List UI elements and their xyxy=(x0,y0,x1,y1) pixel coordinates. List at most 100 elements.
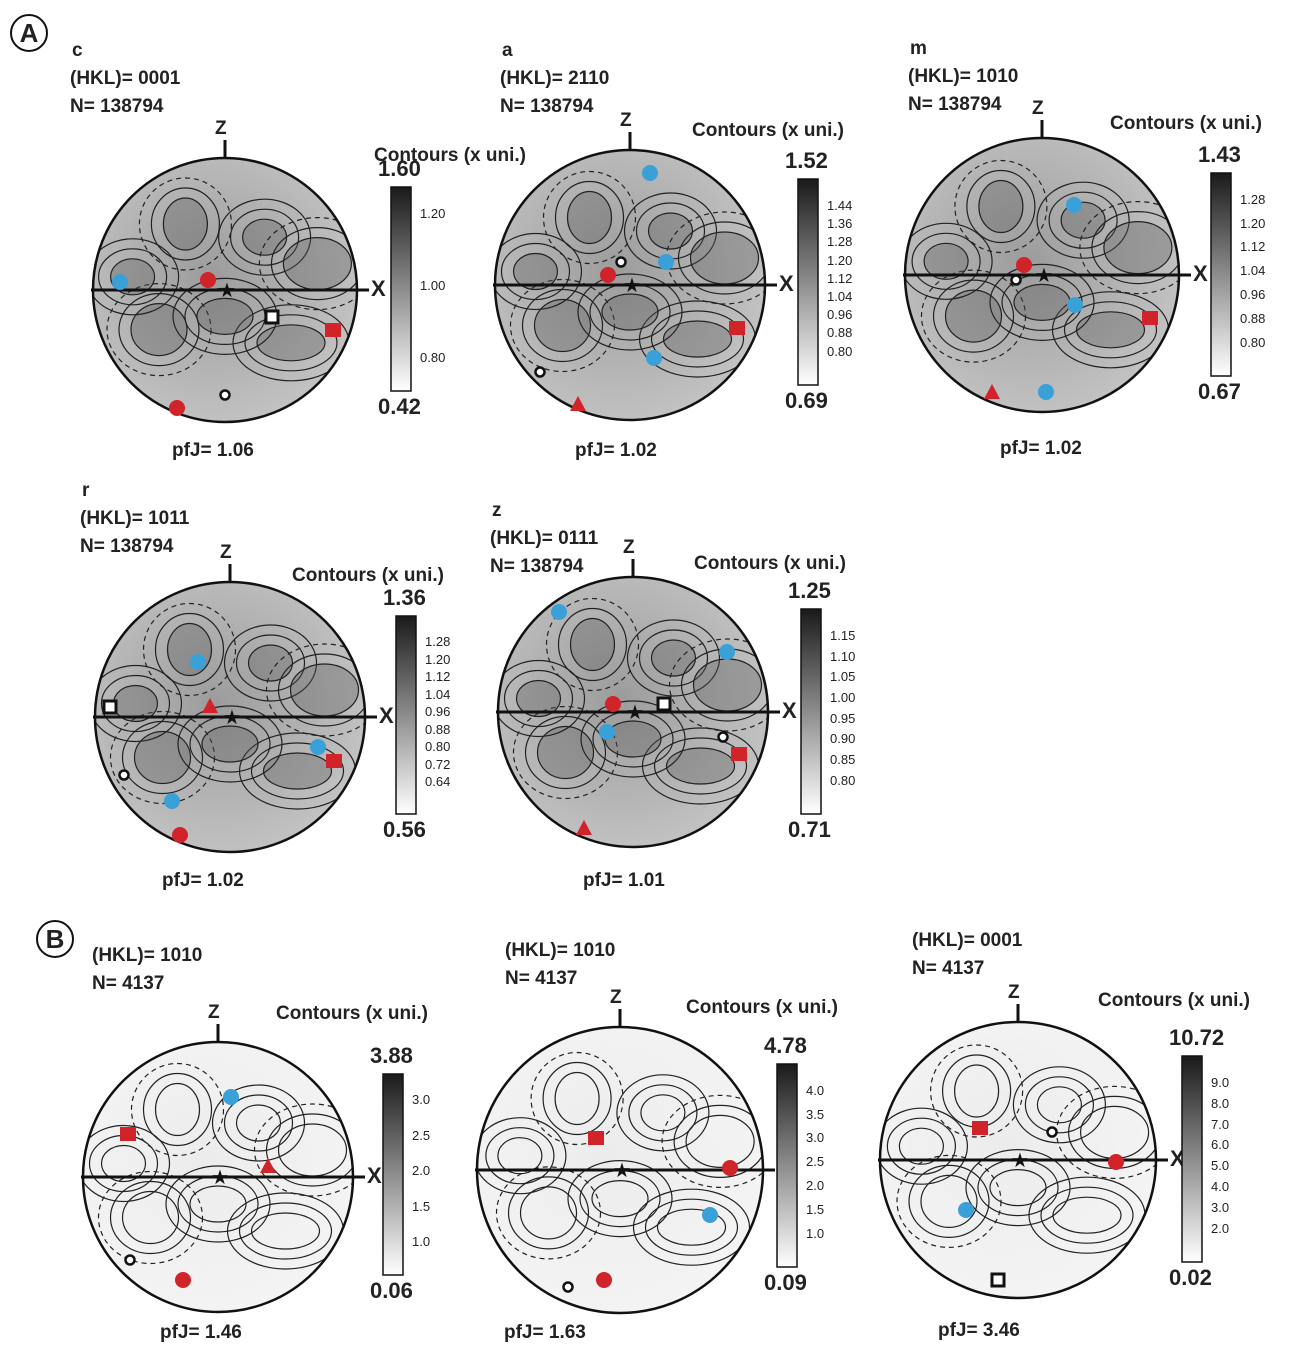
contours-title: Contours (x uni.) xyxy=(276,1003,428,1024)
colorbar-tick-label: 1.04 xyxy=(425,686,451,702)
contour-colorbar xyxy=(1210,172,1232,377)
red-square-marker xyxy=(729,321,745,335)
colorbar-min: 0.56 xyxy=(383,817,426,842)
colorbar-max: 1.36 xyxy=(383,585,426,610)
red-circle-marker xyxy=(1016,257,1032,273)
red-triangle-marker xyxy=(570,396,586,411)
colorbar-tick-label: 0.80 xyxy=(830,772,856,788)
pfj-value: pfJ= 1.02 xyxy=(575,440,657,461)
colorbar-min: 0.42 xyxy=(378,394,421,419)
colorbar-tick-label: 1.44 xyxy=(827,197,853,213)
open-square-marker xyxy=(656,696,672,712)
colorbar-tick-label: 1.28 xyxy=(827,234,853,250)
pole-figure: ★ xyxy=(93,564,377,854)
blue-circle-marker xyxy=(1067,297,1083,313)
colorbar-tick-label: 1.00 xyxy=(420,277,446,293)
pfj-value: pfJ= 1.63 xyxy=(504,1322,586,1343)
colorbar-tick-label: 8.0 xyxy=(1211,1095,1230,1111)
contours-title: Contours (x uni.) xyxy=(694,553,846,574)
blue-circle-marker xyxy=(190,654,206,670)
colorbar-tick-label: 0.95 xyxy=(830,710,856,726)
colorbar-tick-label: 3.5 xyxy=(806,1106,825,1122)
colorbar-max: 1.25 xyxy=(788,578,831,603)
blue-circle-marker xyxy=(112,274,128,290)
contours-title: Contours (x uni.) xyxy=(686,997,838,1018)
pole-figure: ★ xyxy=(903,120,1191,414)
z-axis-label: Z xyxy=(623,537,635,558)
blue-circle-marker xyxy=(599,724,615,740)
colorbar-tick-label: 0.96 xyxy=(1240,287,1266,303)
x-axis-label: X xyxy=(367,1163,382,1188)
colorbar-tick-label: 1.20 xyxy=(1240,215,1266,231)
red-triangle-marker xyxy=(260,1158,276,1173)
section-label-b: B xyxy=(36,920,74,958)
star-marker: ★ xyxy=(211,1167,229,1189)
colorbar-tick-label: 3.0 xyxy=(806,1130,825,1146)
pole-figure: ★ xyxy=(493,132,777,422)
colorbar-tick-label: 1.5 xyxy=(412,1198,431,1214)
hkl-label: (HKL)= 1010 xyxy=(92,945,203,966)
z-axis-label: Z xyxy=(1008,982,1020,1003)
colorbar-max: 4.78 xyxy=(764,1033,807,1058)
z-axis-label: Z xyxy=(208,1002,220,1023)
hkl-label: (HKL)= 2110 xyxy=(500,68,610,89)
blue-circle-marker xyxy=(719,644,735,660)
colorbar-tick-label: 1.20 xyxy=(420,205,446,221)
pfj-value: pfJ= 1.02 xyxy=(162,870,244,891)
contour-lines xyxy=(83,1062,353,1270)
colorbar-tick-label: 1.00 xyxy=(830,689,856,705)
hkl-label: (HKL)= 1010 xyxy=(908,66,1019,87)
colorbar-max: 10.72 xyxy=(1169,1025,1225,1050)
contours-title: Contours (x uni.) xyxy=(1110,113,1262,134)
contour-colorbar xyxy=(800,608,822,815)
x-axis-label: X xyxy=(1193,261,1208,286)
open-circle-marker xyxy=(717,731,729,743)
red-circle-marker xyxy=(1108,1154,1124,1170)
contour-lines xyxy=(905,159,1179,369)
colorbar-tick-label: 0.64 xyxy=(425,774,451,789)
colorbar-tick-label: 1.20 xyxy=(425,651,451,667)
contour-lines xyxy=(880,1044,1156,1254)
blue-circle-marker xyxy=(958,1202,974,1218)
section-label-a: A xyxy=(10,14,48,52)
colorbar-min: 0.06 xyxy=(370,1278,413,1303)
colorbar-tick-label: 1.5 xyxy=(806,1202,825,1218)
pole-figure: ★ xyxy=(878,1004,1168,1300)
n-count: N= 138794 xyxy=(490,556,584,577)
blue-circle-marker xyxy=(658,254,674,270)
contours-title: Contours (x uni.) xyxy=(374,145,526,166)
x-axis-label: X xyxy=(371,276,386,301)
colorbar-tick-label: 0.90 xyxy=(830,731,856,747)
colorbar-tick-label: 1.0 xyxy=(412,1234,431,1250)
contour-colorbar xyxy=(1181,1055,1203,1263)
colorbar-tick-label: 3.0 xyxy=(1211,1199,1230,1215)
phase-label: z xyxy=(492,500,502,521)
hkl-label: (HKL)= 0001 xyxy=(70,68,181,89)
red-square-marker xyxy=(972,1121,988,1135)
colorbar-tick-label: 0.88 xyxy=(827,325,853,341)
z-axis-label: Z xyxy=(220,542,232,563)
star-marker: ★ xyxy=(218,280,236,302)
red-circle-marker xyxy=(169,400,185,416)
z-axis-label: Z xyxy=(215,118,227,139)
phase-label: c xyxy=(72,40,83,61)
colorbar-max: 1.52 xyxy=(785,148,828,173)
contours-title: Contours (x uni.) xyxy=(1098,990,1250,1011)
colorbar-tick-label: 1.28 xyxy=(1240,191,1266,207)
red-circle-marker xyxy=(605,696,621,712)
colorbar-tick-label: 2.0 xyxy=(806,1178,825,1194)
star-marker: ★ xyxy=(623,275,641,297)
z-axis-label: Z xyxy=(620,110,632,131)
colorbar-min: 0.67 xyxy=(1198,379,1241,404)
red-circle-marker xyxy=(596,1272,612,1288)
colorbar-tick-label: 2.0 xyxy=(1211,1220,1230,1236)
colorbar-min: 0.69 xyxy=(785,388,828,413)
contours-title: Contours (x uni.) xyxy=(692,120,844,141)
open-circle-marker xyxy=(1046,1126,1058,1138)
colorbar-tick-label: 5.0 xyxy=(1211,1158,1230,1174)
red-square-marker xyxy=(120,1127,136,1141)
open-circle-marker xyxy=(562,1281,574,1293)
colorbar-max: 1.60 xyxy=(378,156,421,181)
pfj-value: pfJ= 1.02 xyxy=(1000,438,1082,459)
n-count: N= 138794 xyxy=(70,96,164,117)
